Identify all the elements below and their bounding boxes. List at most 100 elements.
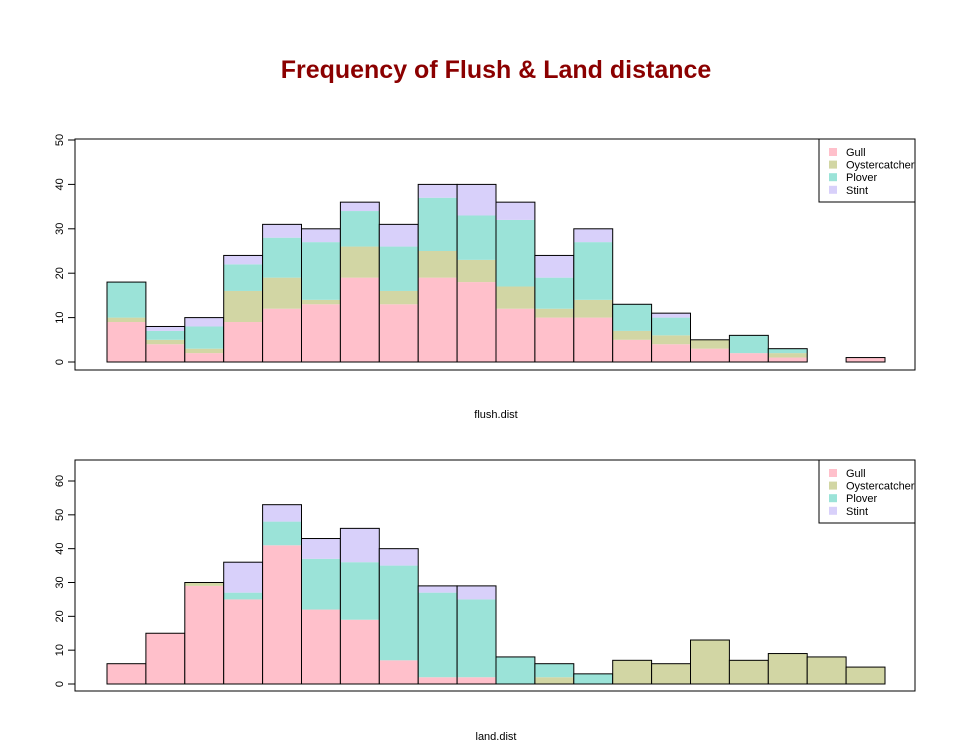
- bar-segment-plover: [534, 663, 574, 678]
- legend-swatch-stint: [829, 506, 837, 515]
- y-tick-label: 50: [54, 134, 66, 146]
- bar-segment-stint: [573, 228, 613, 243]
- bar-segment-stint: [301, 228, 341, 243]
- bar-outline: [845, 666, 886, 685]
- bar-segment-stint: [379, 224, 419, 247]
- bar-segment-plover: [457, 599, 496, 678]
- bar-segment-gull: [418, 277, 458, 362]
- bar-segment-oystercatcher: [651, 663, 691, 684]
- bar-segment-plover: [457, 215, 496, 260]
- land-dist-panel: 0 10 20 30 40 50 60 land.dist GullOystercatcherP…: [54, 459, 916, 743]
- bar-segment-gull: [418, 677, 458, 684]
- x-axis-label: land.dist: [476, 731, 517, 743]
- bar-segment-gull: [379, 660, 419, 684]
- bar-segment-oystercatcher: [184, 582, 224, 586]
- y-tick-label: 0: [54, 681, 66, 687]
- bar-segment-gull: [457, 677, 496, 684]
- legend-label-oystercatcher: Oystercatcher: [846, 481, 915, 493]
- bar-segment-plover: [418, 197, 458, 251]
- bar-segment-gull: [340, 619, 380, 684]
- bar-segment-stint: [418, 184, 458, 198]
- bar-segment-plover: [496, 656, 535, 684]
- bar-segment-plover: [223, 592, 263, 600]
- bar-segment-plover: [379, 246, 419, 291]
- bar-segment-stint: [379, 548, 419, 566]
- bar-segment-oystercatcher: [418, 251, 458, 278]
- bar-segment-oystercatcher: [846, 667, 885, 684]
- bar-segment-stint: [340, 528, 380, 563]
- bar-segment-gull: [184, 353, 224, 362]
- bar-segment-plover: [301, 242, 341, 300]
- chart-title: Frequency of Flush & Land distance: [281, 56, 712, 84]
- bar-segment-stint: [301, 538, 341, 559]
- bar-segment-oystercatcher: [573, 299, 613, 318]
- bar-segment-plover: [612, 304, 652, 331]
- bar-segment-plover: [573, 673, 613, 684]
- bar-segment-gull: [223, 599, 263, 684]
- bar-segment-gull: [729, 353, 769, 362]
- bar-segment-stint: [418, 585, 458, 593]
- bar-segment-stint: [340, 202, 380, 212]
- y-tick-label: 40: [54, 178, 66, 190]
- bar-segment-plover: [223, 264, 263, 291]
- y-tick-label: 10: [54, 311, 66, 323]
- legend-swatch-plover: [829, 173, 837, 182]
- x-axis-label: flush.dist: [474, 409, 517, 421]
- bar-segment-gull: [457, 282, 496, 362]
- bar-segment-oystercatcher: [768, 653, 808, 684]
- bar-segment-oystercatcher: [262, 277, 302, 309]
- bar-segment-gull: [145, 344, 185, 362]
- bar-segment-plover: [262, 237, 302, 278]
- legend-swatch-gull: [829, 469, 837, 477]
- legend-label-plover: Plover: [846, 493, 878, 505]
- bar-outline: [456, 585, 497, 685]
- bar-segment-gull: [184, 585, 224, 684]
- bar-segment-gull: [301, 304, 341, 362]
- bar-segment-gull: [768, 357, 808, 362]
- legend-swatch-oystercatcher: [829, 160, 837, 169]
- bar-segment-stint: [184, 317, 224, 327]
- legend-label-plover: Plover: [846, 172, 878, 184]
- bar-segment-oystercatcher: [534, 677, 574, 684]
- bar-segment-stint: [651, 313, 691, 318]
- bar-segment-oystercatcher: [496, 286, 535, 309]
- bar-segment-oystercatcher: [612, 660, 652, 684]
- bar-segment-oystercatcher: [534, 308, 574, 318]
- bar-segment-oystercatcher: [379, 290, 419, 305]
- bar-segment-oystercatcher: [223, 290, 263, 323]
- legend-swatch-plover: [829, 494, 837, 503]
- bar-segment-stint: [496, 202, 535, 220]
- bar-segment-plover: [534, 277, 574, 309]
- legend-label-gull: Gull: [846, 147, 866, 159]
- bar-outline: [651, 312, 691, 363]
- bar-segment-gull: [534, 317, 574, 362]
- bar-segment-stint: [145, 326, 185, 331]
- bar-segment-plover: [340, 211, 380, 247]
- bar-segment-plover: [301, 558, 341, 610]
- bar-segment-gull: [690, 348, 730, 362]
- legend-label-stint: Stint: [846, 506, 868, 518]
- bar-segment-gull: [145, 633, 185, 684]
- bar-segment-gull: [496, 308, 535, 362]
- flush-dist-panel: 0 10 20 30 40 50 flush.dist GullOystercatcherPl…: [54, 134, 916, 421]
- y-tick-label: 40: [54, 543, 66, 555]
- bar-segment-oystercatcher: [184, 348, 224, 354]
- bar-segment-gull: [612, 339, 652, 362]
- bar-segment-plover: [262, 521, 302, 546]
- legend-swatch-stint: [829, 185, 837, 194]
- y-tick-label: 60: [54, 475, 66, 487]
- bar-segment-oystercatcher: [807, 656, 847, 684]
- bar-segment-oystercatcher: [651, 335, 691, 345]
- bar-segment-oystercatcher: [768, 353, 808, 358]
- bar-segment-gull: [379, 304, 419, 362]
- bar-segment-stint: [262, 224, 302, 238]
- y-tick-label: 0: [54, 359, 66, 365]
- bar-segment-plover: [145, 330, 185, 340]
- bar-outline: [845, 357, 886, 363]
- y-tick-label: 20: [54, 267, 66, 279]
- bar-segment-oystercatcher: [301, 299, 341, 305]
- bar-segment-gull: [107, 663, 146, 684]
- bar-outline: [767, 348, 808, 363]
- bar-segment-stint: [262, 504, 302, 522]
